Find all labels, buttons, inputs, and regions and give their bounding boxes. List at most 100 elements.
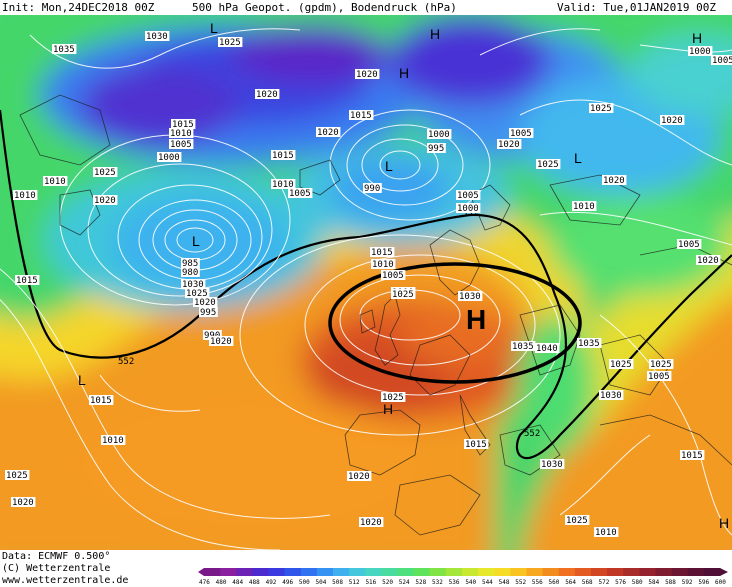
colorbar-swatch [623, 568, 640, 576]
isobar-label-bg [381, 270, 406, 280]
colorbar-swatch [397, 568, 415, 576]
isobar-label: 1025 [537, 160, 559, 170]
low-center-label: L [78, 372, 86, 388]
isobar-label-bg [181, 279, 206, 289]
data-source: Data: ECMWF 0.500° [2, 551, 111, 562]
isobar-label: 1005 [382, 271, 404, 281]
weather-map: H 552 552 552 L L L L L H H H H H 1030 10… [0, 15, 732, 550]
isobar-label: 1015 [272, 151, 294, 161]
isobar-label: 1025 [610, 360, 632, 370]
isobar-label-bg [185, 288, 210, 298]
isobar-label: 1030 [459, 292, 481, 302]
isobar-label: 1015 [90, 396, 112, 406]
isobar-label: 1030 [541, 460, 563, 470]
isobar-label-bg [363, 183, 382, 193]
isobar-label-bg [11, 497, 36, 507]
isobar-label-bg [169, 128, 194, 138]
colorbar-ticks: 476 480 484 488 492 496 500 504 508 512 516 520 524 5… [199, 579, 726, 586]
colorbar-left-arrow [198, 568, 204, 576]
colorbar-tick-label: 552 [515, 579, 526, 586]
isobar-label: 985 [182, 259, 198, 269]
isobar-label-bg [599, 390, 624, 400]
isobar-label-bg [497, 139, 522, 149]
colorbar-tick-label: 600 [715, 579, 726, 586]
height-labels: 552 552 552 [118, 209, 540, 439]
colorbar-swatch [494, 568, 511, 576]
isobar-label: 1010 [595, 528, 617, 538]
isobar-label-bg [589, 103, 614, 113]
isobar-label: 1020 [603, 176, 625, 186]
isobar-label-bg [696, 255, 721, 265]
isobar-label-bg [101, 435, 126, 445]
colorbar-swatch [268, 568, 286, 576]
header-bar: Init: Mon,24DEC2018 00Z 500 hPa Geopot. … [0, 0, 732, 15]
colorbar-swatch [542, 568, 560, 576]
isobar-label: 1020 [256, 90, 278, 100]
isobar-label-bg [288, 188, 313, 198]
colorbar-swatch [639, 568, 656, 576]
isobar-label-bg [594, 527, 619, 537]
isobar-label-bg [511, 341, 536, 351]
colorbar-swatch [333, 568, 350, 576]
isobar-label: 1005 [170, 140, 192, 150]
colorbar-tick-label: 480 [216, 579, 227, 586]
isobar-label: 1040 [536, 344, 558, 354]
isobar-label: 1025 [382, 393, 404, 403]
isobar-label-bg [456, 190, 481, 200]
annotation-ellipse [328, 262, 582, 384]
colorbar-swatch [445, 568, 463, 576]
isobar-label-bg [602, 175, 627, 185]
isobar-label-bg [688, 46, 713, 56]
low-center-label: L [192, 233, 200, 249]
isobar-label-bg [89, 395, 114, 405]
isobar-label-bg [181, 267, 200, 277]
colorbar-right-arrow [720, 568, 728, 576]
isobar-label-bg [711, 55, 732, 65]
isobar-label: 1000 [457, 204, 479, 214]
isobar-label-bg [5, 470, 30, 480]
colorbar-swatch [558, 568, 576, 576]
high-center-label: H [399, 65, 409, 81]
isobar-label-bg [355, 69, 380, 79]
isobar-label: 1000 [428, 130, 450, 140]
isobar-label: 1025 [650, 360, 672, 370]
colorbar-swatch [300, 568, 318, 576]
isobar-label: 1020 [697, 256, 719, 266]
isobar-label-bg [647, 371, 672, 381]
isobar-label: 1005 [457, 191, 479, 201]
init-time: Init: Mon,24DEC2018 00Z [2, 1, 155, 14]
isobar-label-bg [677, 239, 702, 249]
isobar-label: 1020 [661, 116, 683, 126]
isobar-label: 1000 [689, 47, 711, 57]
isobar-label-bg [577, 338, 602, 348]
colorbar-tick-label: 596 [698, 579, 709, 586]
colorbar-tick-label: 556 [532, 579, 543, 586]
isobar-label: 1005 [510, 129, 532, 139]
colorbar-tick-label: 564 [565, 579, 576, 586]
colorbar-swatch [607, 568, 624, 576]
colorbar-swatch [591, 568, 608, 576]
isobar-label: 990 [364, 184, 380, 194]
colorbar-tick-label: 560 [549, 579, 560, 586]
height-label: 552 [462, 209, 478, 219]
isobar-label-bg [391, 289, 416, 299]
colorbar-swatch [526, 568, 544, 576]
isobar-label-bg [371, 259, 396, 269]
colorbar-swatch [671, 568, 689, 576]
colorbar-tick-label: 512 [349, 579, 360, 586]
copyright: (C) Wetterzentrale [2, 563, 111, 574]
isobar-label-bg [458, 291, 483, 301]
colorbar-swatch [284, 568, 302, 576]
website: www.wetterzentrale.de [2, 575, 129, 586]
colorbar-swatch [413, 568, 431, 576]
high-center-label: H [430, 26, 440, 42]
colorbar-tick-label: 528 [415, 579, 426, 586]
isobar-label-bg [169, 139, 194, 149]
isobar-label: 1015 [172, 120, 194, 130]
colorbar-tick-label: 532 [432, 579, 443, 586]
isobar-label-bg [13, 190, 38, 200]
isobar-label-bg [609, 359, 634, 369]
isobar-label: 1010 [272, 180, 294, 190]
colorbar-swatch [252, 568, 269, 576]
colorbar-swatch [478, 568, 495, 576]
